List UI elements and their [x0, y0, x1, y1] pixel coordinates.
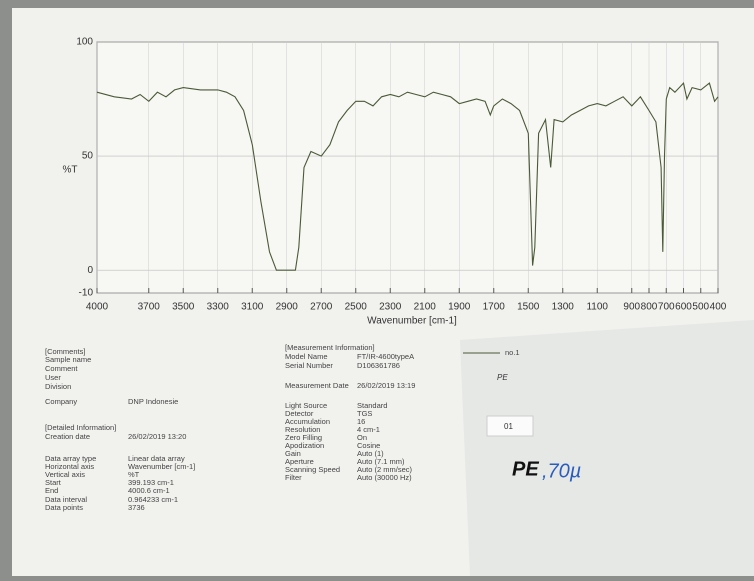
x-tick-label: 600: [675, 302, 692, 313]
handwritten-note: ,70µ: [542, 460, 581, 482]
x-tick-label: 2100: [414, 302, 437, 313]
x-tick-label: 1300: [552, 302, 575, 313]
handwritten-note: PE: [512, 458, 539, 480]
info-label: End: [45, 486, 58, 495]
y-axis-label: %T: [63, 165, 78, 176]
info-value: 3736: [128, 503, 145, 512]
x-tick-label: 1100: [586, 302, 608, 313]
info-label: [Measurement Information]: [285, 343, 375, 352]
x-tick-label: 3300: [207, 302, 230, 313]
x-tick-label: 900: [623, 302, 640, 313]
x-tick-label: 2900: [276, 302, 299, 313]
x-tick-label: 3100: [241, 302, 264, 313]
x-tick-label: 2500: [345, 302, 368, 313]
info-label: [Detailed Information]: [45, 423, 116, 432]
x-tick-label: 2700: [310, 302, 333, 313]
handwritten-note: PE: [497, 373, 508, 382]
info-value: 4000.6 cm-1: [128, 486, 170, 495]
photo: %T Wavenumber [cm-1] PE 01 PE ,70µ -10 0 5…: [0, 0, 754, 576]
y-tick-label: -10: [79, 288, 94, 299]
x-tick-label: 4000: [86, 302, 109, 313]
info-label: Serial Number: [285, 361, 333, 370]
info-label: Measurement Date: [285, 381, 349, 390]
plastic-film: [460, 320, 754, 576]
info-label: Creation date: [45, 432, 90, 441]
x-tick-label: 1700: [483, 302, 506, 313]
info-value: FT/IR-4600typeA: [357, 352, 414, 361]
info-label: Company: [45, 397, 77, 406]
x-tick-label: 800: [641, 302, 658, 313]
info-value: Auto (30000 Hz): [357, 473, 412, 482]
info-value: 26/02/2019 13:20: [128, 432, 186, 441]
y-tick-label: 50: [82, 151, 94, 162]
info-label: Comment: [45, 364, 78, 373]
x-tick-label: 700: [658, 302, 675, 313]
plot-area: [97, 42, 718, 293]
x-tick-label: 1500: [517, 302, 540, 313]
x-tick-label: 3700: [138, 302, 161, 313]
info-label: Sample name: [45, 355, 91, 364]
info-label: Data points: [45, 503, 83, 512]
info-label: User: [45, 373, 61, 382]
legend-label: no.1: [505, 348, 520, 357]
x-tick-label: 2300: [379, 302, 402, 313]
info-value: DNP Indonesie: [128, 397, 178, 406]
info-label: Model Name: [285, 352, 328, 361]
x-tick-label: 400: [710, 302, 727, 313]
x-axis-label: Wavenumber [cm-1]: [367, 316, 457, 327]
x-tick-label: 1900: [448, 302, 471, 313]
y-tick-label: 0: [87, 265, 93, 276]
x-tick-label: 3500: [172, 302, 195, 313]
sticker-text: 01: [504, 422, 513, 431]
info-value: D106361786: [357, 361, 400, 370]
info-label: Filter: [285, 473, 302, 482]
y-tick-label: 100: [76, 37, 93, 48]
info-label: Division: [45, 382, 71, 391]
x-tick-label: 500: [692, 302, 709, 313]
info-value: 26/02/2019 13:19: [357, 381, 415, 390]
